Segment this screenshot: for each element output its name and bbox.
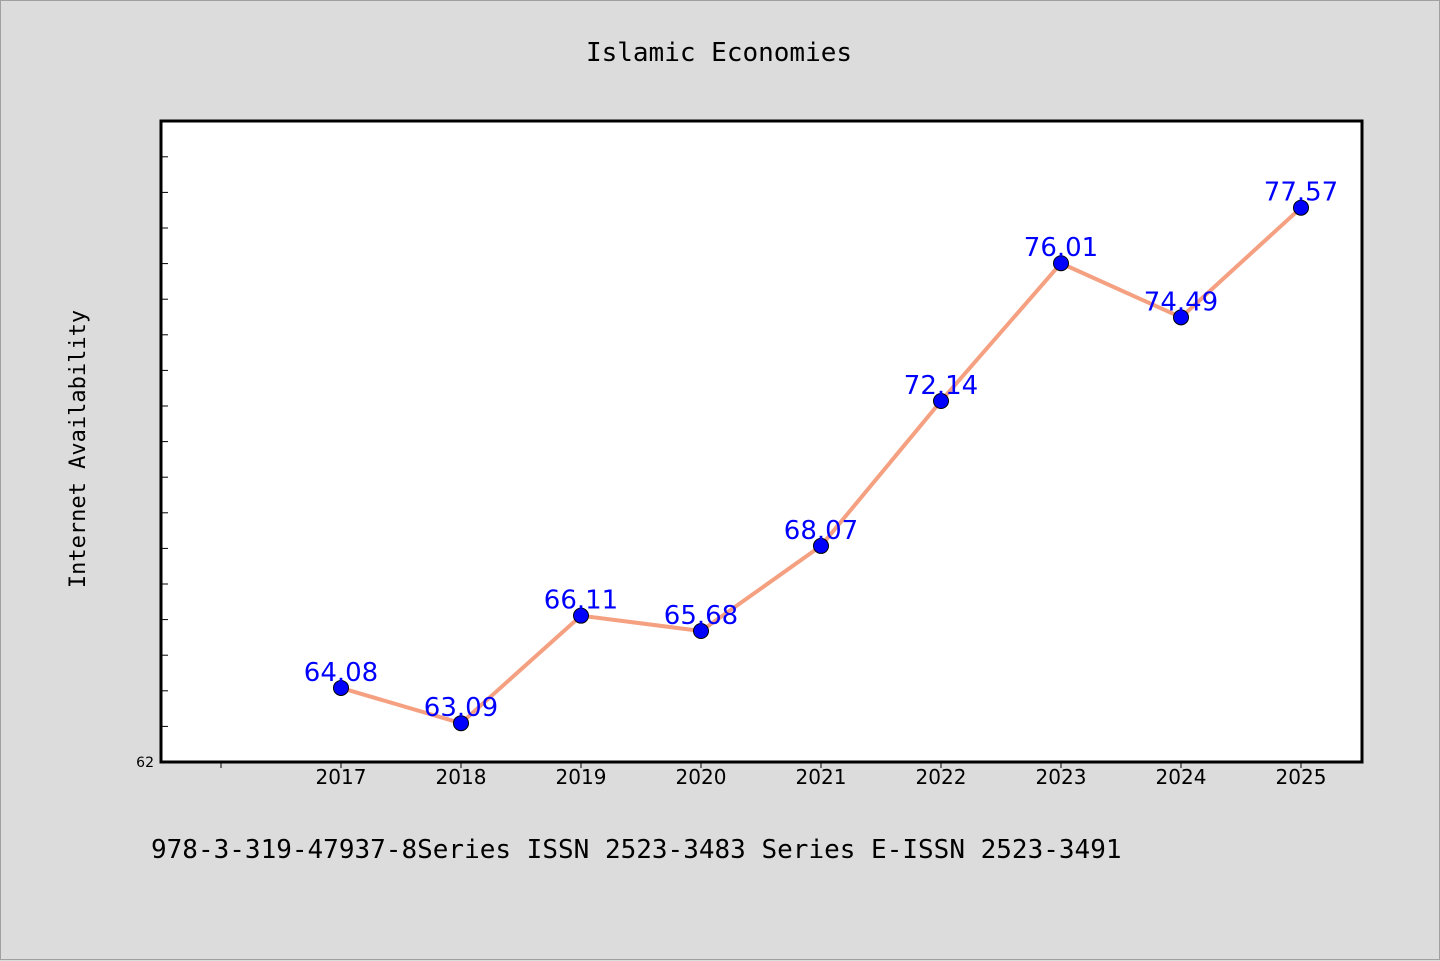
- data-label: 65.68: [664, 601, 738, 631]
- data-label: 68.07: [784, 516, 858, 546]
- data-label: 72.14: [904, 371, 978, 401]
- y-axis-label: Internet Availability: [66, 310, 91, 588]
- data-label: 74.49: [1144, 287, 1218, 317]
- data-point: [693, 622, 709, 639]
- x-axis-ticks: 2017 2018 2019 2020 2021 2022 2023 2024 2025: [220, 762, 1327, 789]
- data-point: [933, 393, 949, 410]
- footer-isbn-text: 978-3-319-47937-8Series ISSN 2523-3483 S…: [151, 835, 1122, 865]
- data-label: 77.57: [1264, 178, 1338, 208]
- plot-area: [159, 119, 1364, 764]
- data-label: 66.11: [544, 586, 618, 616]
- data-point: [813, 537, 829, 554]
- x-tick-label: 2021: [796, 765, 847, 789]
- x-tick-label: 2019: [556, 765, 607, 789]
- data-labels: 64.08 63.09 66.11 65.68 68.07 72.14 76.01 74.49…: [304, 178, 1338, 723]
- x-tick-label: 2018: [436, 765, 487, 789]
- data-point: [573, 607, 589, 624]
- data-label: 76.01: [1024, 233, 1098, 263]
- x-tick-label: 2020: [676, 765, 727, 789]
- data-markers: [333, 199, 1309, 732]
- data-point: [1293, 199, 1309, 216]
- data-point: [333, 679, 349, 696]
- y-tick-label: 62: [136, 755, 154, 771]
- x-tick-label: 2023: [1036, 765, 1087, 789]
- data-label: 64.08: [304, 658, 378, 688]
- y-axis-ticks: 62: [136, 156, 168, 771]
- data-label: 63.09: [424, 693, 498, 723]
- data-point: [1173, 309, 1189, 326]
- x-tick-label: 2025: [1276, 765, 1327, 789]
- chart-title: Islamic Economies: [586, 38, 852, 68]
- data-point: [453, 715, 469, 732]
- x-tick-label: 2024: [1156, 765, 1207, 789]
- data-point: [1053, 255, 1069, 272]
- x-tick-label: 2022: [916, 765, 967, 789]
- x-tick-label: 2017: [316, 765, 367, 789]
